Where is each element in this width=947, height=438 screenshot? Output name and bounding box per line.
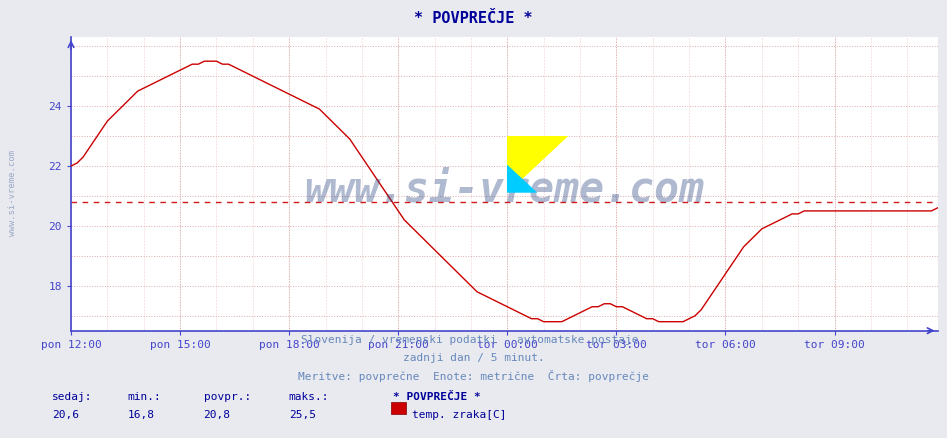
Text: 16,8: 16,8	[128, 410, 155, 420]
Text: 25,5: 25,5	[289, 410, 316, 420]
Text: 20,6: 20,6	[52, 410, 80, 420]
Text: povpr.:: povpr.:	[204, 392, 251, 402]
Text: sedaj:: sedaj:	[52, 392, 93, 402]
Text: * POVPREČJE *: * POVPREČJE *	[414, 11, 533, 26]
Text: Meritve: povprečne  Enote: metrične  Črta: povprečje: Meritve: povprečne Enote: metrične Črta:…	[298, 370, 649, 382]
Text: * POVPREČJE *: * POVPREČJE *	[393, 392, 481, 402]
Text: www.si-vreme.com: www.si-vreme.com	[304, 169, 705, 211]
Text: temp. zraka[C]: temp. zraka[C]	[412, 410, 507, 420]
Polygon shape	[507, 136, 568, 193]
Text: maks.:: maks.:	[289, 392, 330, 402]
Text: Slovenija / vremenski podatki - avtomatske postaje.: Slovenija / vremenski podatki - avtomats…	[301, 335, 646, 345]
Text: www.si-vreme.com: www.si-vreme.com	[8, 150, 17, 236]
Text: zadnji dan / 5 minut.: zadnji dan / 5 minut.	[402, 353, 545, 363]
Text: min.:: min.:	[128, 392, 162, 402]
Polygon shape	[507, 164, 538, 193]
Text: 20,8: 20,8	[204, 410, 231, 420]
